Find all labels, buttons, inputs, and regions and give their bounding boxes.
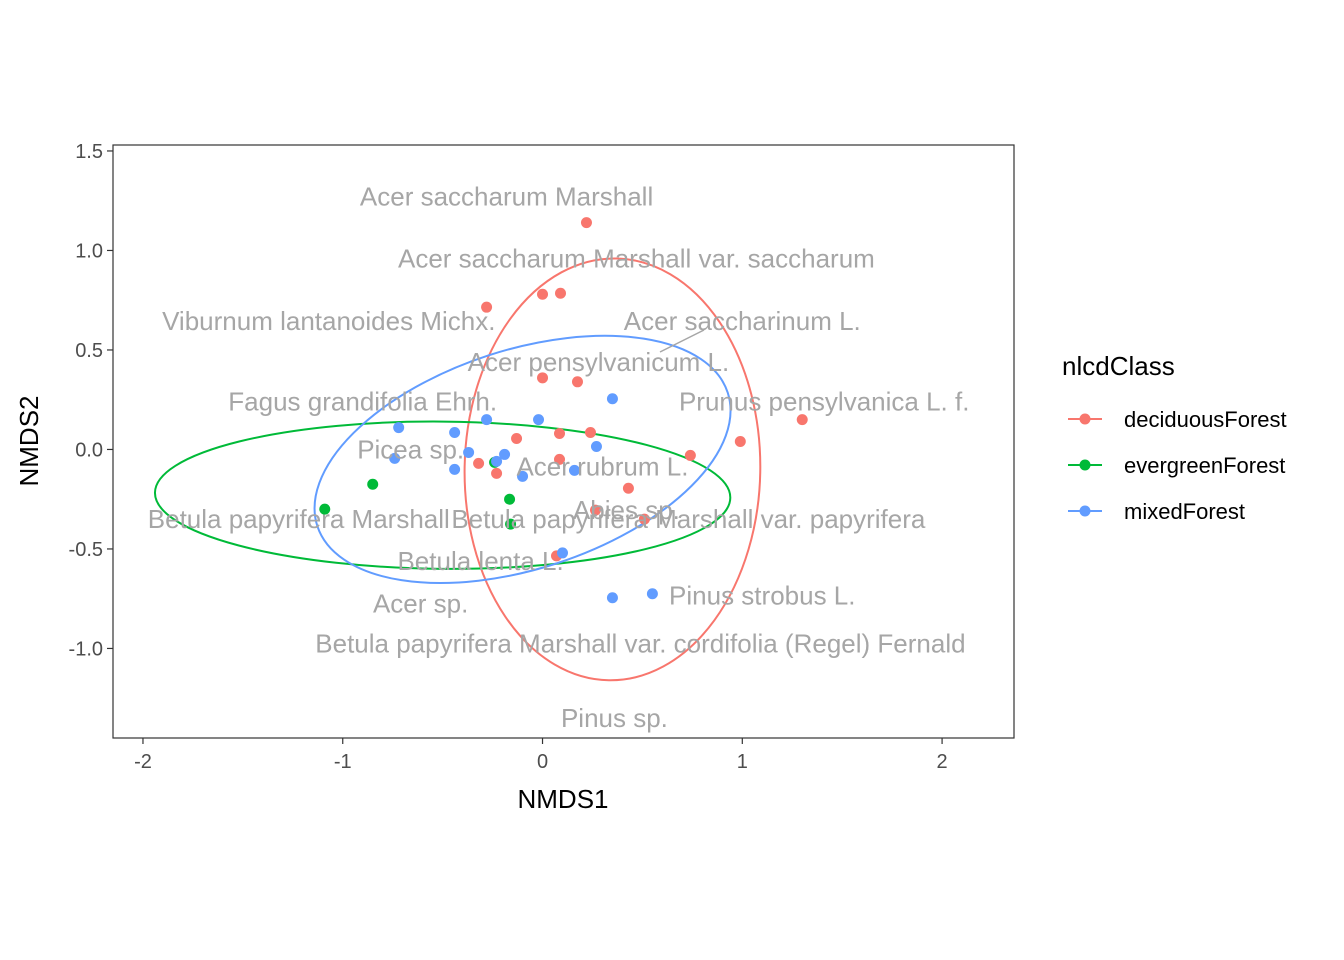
species-label-acer-rubrum-l: Acer rubrum L. <box>516 451 688 481</box>
point-mixedforest-13 <box>606 592 618 604</box>
point-deciduousforest-10 <box>796 414 808 426</box>
point-deciduousforest-15 <box>589 504 601 516</box>
plot-panel <box>112 144 1015 739</box>
species-label-acer-saccharinum-l: Acer saccharinum L. <box>624 306 861 336</box>
point-deciduousforest-7 <box>584 427 596 439</box>
y-tick-label-0: -1.0 <box>69 638 103 660</box>
x-tick-label-0: -2 <box>134 751 152 773</box>
species-label-betula-papyrifera-marshall-var-papyrifera: Betula papyrifera Marshall var. papyrife… <box>451 504 926 534</box>
point-mixedforest-9 <box>449 463 461 475</box>
y-tick-label-4: 1.0 <box>75 240 103 262</box>
species-label-picea-sp: Picea sp. <box>357 434 464 464</box>
x-axis: -2 -1 0 1 2 <box>134 738 948 773</box>
point-deciduousforest-12 <box>491 467 503 479</box>
species-label-betula-lenta-l: Betula lenta L. <box>397 546 563 576</box>
species-label-betula-papyrifera-marshall: Betula papyrifera Marshall <box>148 504 450 534</box>
species-labels: Acer saccharum Marshall Acer saccharum Ma… <box>148 182 970 733</box>
y-tick-label-1: -0.5 <box>69 539 103 561</box>
legend-title: nlcdClass <box>1062 351 1175 381</box>
x-axis-title: NMDS1 <box>517 784 608 814</box>
point-mixedforest-11 <box>568 464 580 476</box>
y-axis: -1.0 -0.5 0.0 0.5 1.0 1.5 <box>69 141 113 660</box>
point-evergreenforest-1 <box>367 478 379 490</box>
leader-line-acer-saccharinum <box>659 329 705 353</box>
point-mixedforest-15 <box>491 455 503 467</box>
legend-label-evergreenforest: evergreenForest <box>1124 453 1285 478</box>
point-deciduousforest-18 <box>554 453 566 465</box>
data-points <box>319 217 808 604</box>
point-deciduousforest-1 <box>537 288 549 300</box>
species-label-betula-papyrifera-marshall-var-cordifolia-regel-fernald: Betula papyrifera Marshall var. cordifol… <box>315 628 965 658</box>
legend-label-deciduousforest: deciduousForest <box>1124 407 1287 432</box>
ellipse-mixedforest <box>313 334 732 585</box>
species-label-fagus-grandifolia-ehrh: Fagus grandifolia Ehrh. <box>228 387 497 417</box>
x-tick-label-1: -1 <box>334 751 352 773</box>
legend-key-dot-evergreenforest <box>1079 459 1091 471</box>
point-deciduousforest-11 <box>473 457 485 469</box>
species-label-pinus-sp: Pinus sp. <box>561 703 668 733</box>
point-mixedforest-12 <box>557 547 569 559</box>
point-deciduousforest-13 <box>684 449 696 461</box>
point-deciduousforest-8 <box>511 433 523 445</box>
legend-key-dot-mixedforest <box>1079 505 1091 517</box>
x-tick-label-3: 1 <box>737 751 748 773</box>
point-deciduousforest-16 <box>638 513 650 525</box>
point-deciduousforest-6 <box>554 428 566 440</box>
point-evergreenforest-3 <box>504 493 516 505</box>
species-label-prunus-pensylvanica-l-f: Prunus pensylvanica L. f. <box>679 387 970 417</box>
point-deciduousforest-2 <box>555 287 567 299</box>
point-mixedforest-10 <box>517 470 529 482</box>
point-deciduousforest-14 <box>622 482 634 494</box>
point-mixedforest-4 <box>449 427 461 439</box>
point-mixedforest-2 <box>533 414 545 426</box>
species-label-viburnum-lantanoides-michx: Viburnum lantanoides Michx. <box>162 306 495 336</box>
point-evergreenforest-4 <box>505 518 517 530</box>
species-label-acer-pensylvanicum-l: Acer pensylvanicum L. <box>468 347 730 377</box>
ellipse-evergreenforest <box>153 420 732 570</box>
point-mixedforest-0 <box>393 422 405 434</box>
point-mixedforest-1 <box>481 414 493 426</box>
x-tick-label-4: 2 <box>937 751 948 773</box>
point-mixedforest-6 <box>499 448 511 460</box>
y-tick-label-2: 0.0 <box>75 439 103 461</box>
point-deciduousforest-4 <box>537 372 549 384</box>
legend-label-mixedforest: mixedForest <box>1124 499 1245 524</box>
x-tick-label-2: 0 <box>537 751 548 773</box>
label-leader-lines <box>659 329 705 353</box>
point-deciduousforest-5 <box>571 376 583 388</box>
point-mixedforest-5 <box>463 446 475 458</box>
point-deciduousforest-0 <box>580 217 592 229</box>
legend: nlcdClass deciduousForest evergreenForest… <box>1062 351 1287 524</box>
point-mixedforest-8 <box>389 452 401 464</box>
point-mixedforest-3 <box>606 393 618 405</box>
point-deciduousforest-9 <box>734 436 746 447</box>
point-evergreenforest-0 <box>319 503 331 515</box>
legend-key-dot-deciduousforest <box>1079 413 1091 425</box>
species-label-abies-sp: Abies sp. <box>573 495 680 525</box>
point-mixedforest-7 <box>590 440 602 452</box>
point-mixedforest-14 <box>646 588 658 600</box>
point-deciduousforest-3 <box>481 301 493 313</box>
ellipse-deciduousforest <box>463 257 762 682</box>
species-label-pinus-strobus-l: Pinus strobus L. <box>669 581 855 611</box>
species-label-acer-sp: Acer sp. <box>373 589 468 619</box>
y-tick-label-3: 0.5 <box>75 340 103 362</box>
y-axis-title: NMDS2 <box>14 395 44 486</box>
species-label-acer-saccharum-marshall-var-saccharum: Acer saccharum Marshall var. saccharum <box>398 243 875 273</box>
species-label-acer-saccharum-marshall: Acer saccharum Marshall <box>360 182 653 212</box>
y-tick-label-5: 1.5 <box>75 141 103 163</box>
confidence-ellipses <box>153 257 762 682</box>
